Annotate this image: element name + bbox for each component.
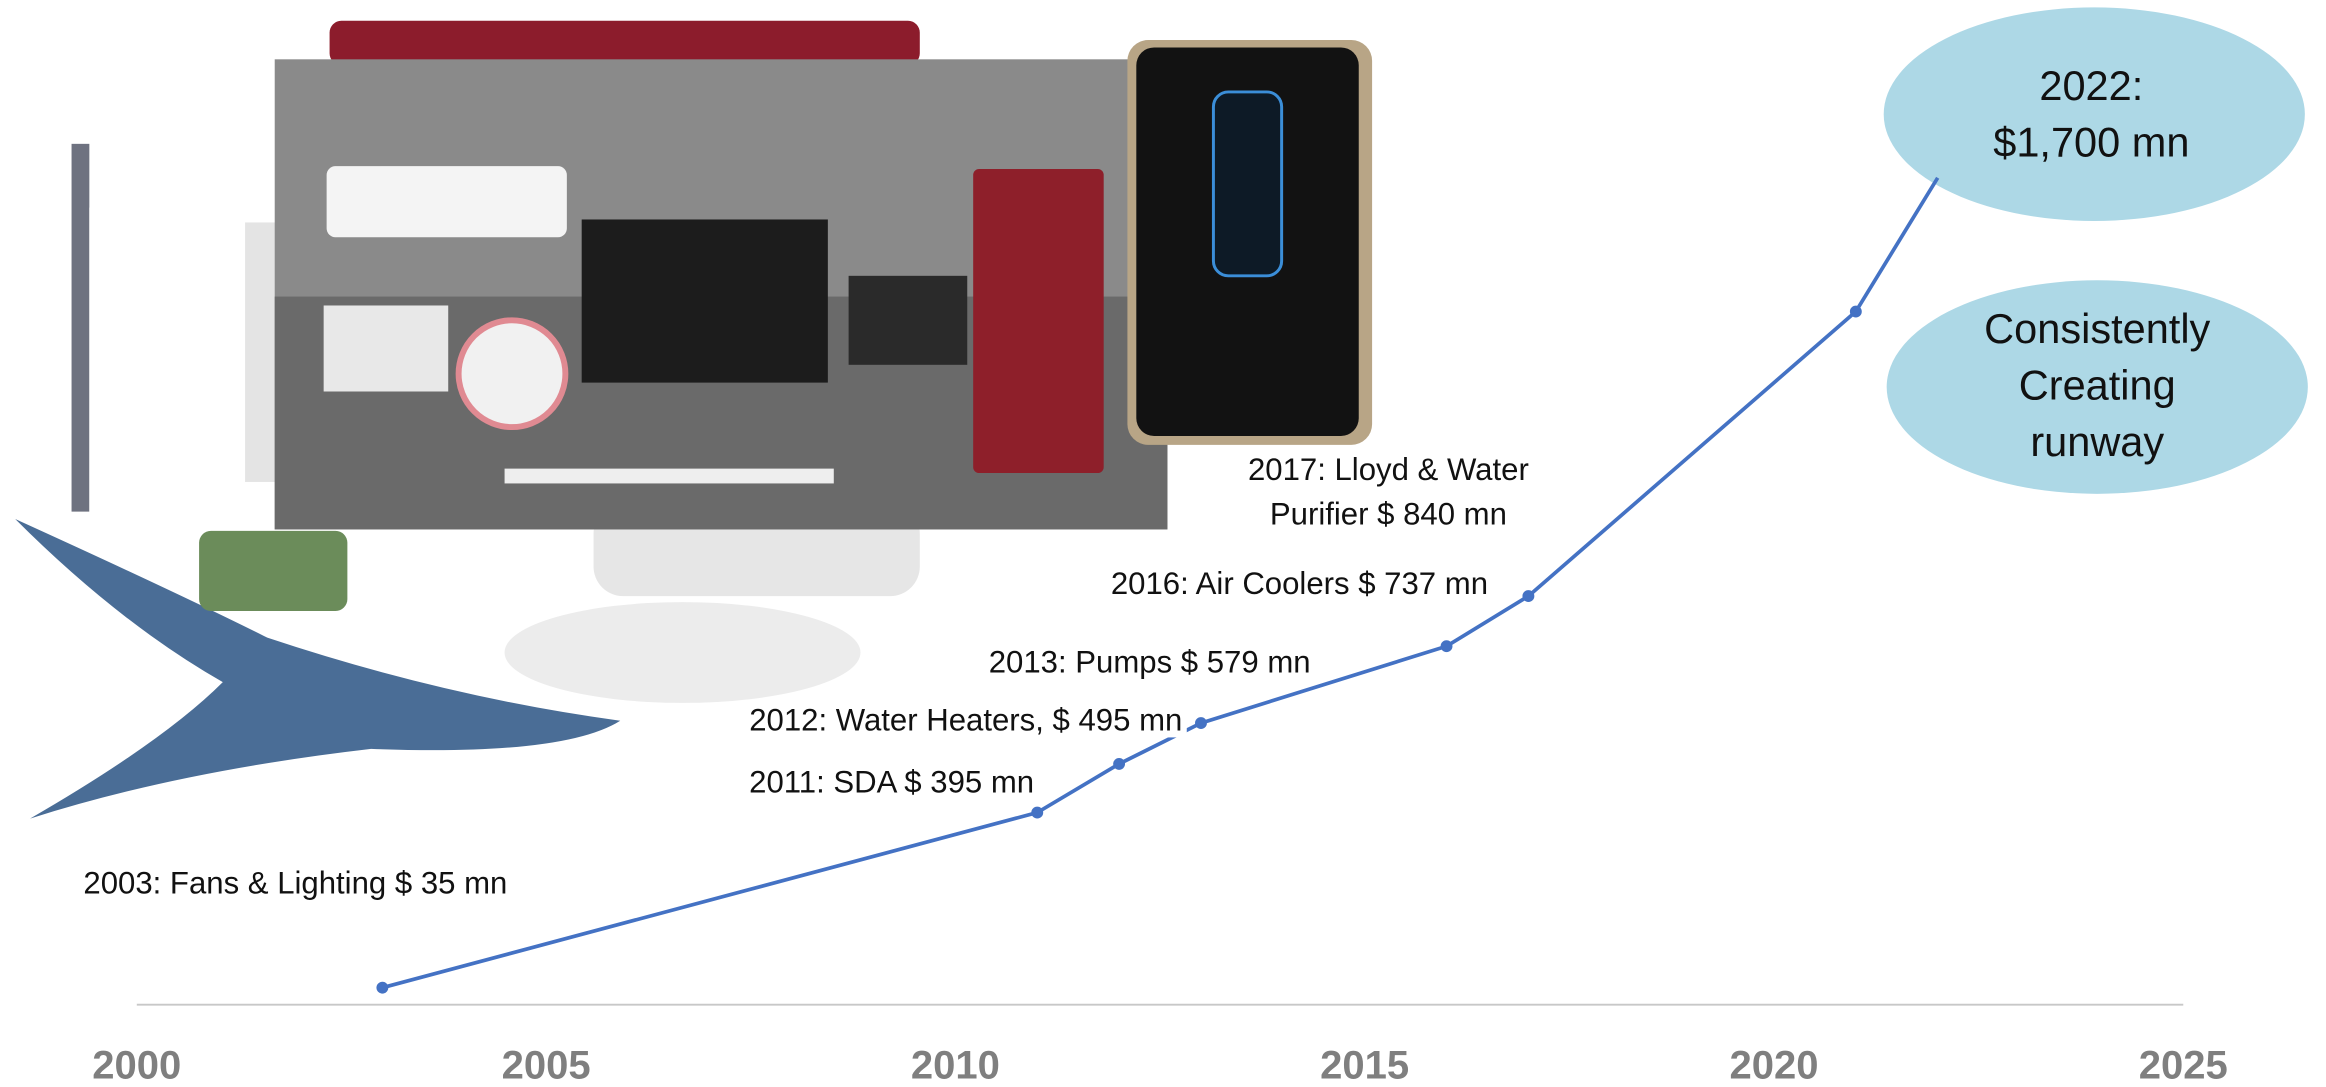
annotation: 2022: — [2039, 62, 2143, 109]
annotation: 2003: Fans & Lighting $ 35 mn — [83, 866, 507, 901]
photo-db — [324, 305, 449, 391]
annotation: 2016: Air Coolers $ 737 mn — [1111, 566, 1488, 601]
x-tick-label: 2020 — [1729, 1043, 1818, 1087]
point — [1113, 758, 1125, 770]
photo-ac — [327, 166, 567, 237]
photo-cooler-top — [330, 21, 920, 65]
point — [1850, 306, 1862, 318]
x-tick-label: 2025 — [2139, 1043, 2228, 1087]
photo-oven — [849, 276, 968, 365]
chart: 2000 2005 2010 2015 2020 2025 2003: Fans & Lig… — [0, 0, 2326, 1087]
photo-fridge — [973, 169, 1103, 473]
x-tick-label: 2010 — [911, 1043, 1000, 1087]
annotation: 2011: SDA $ 395 mn — [749, 765, 1034, 800]
annotation: Purifier $ 840 mn — [1270, 496, 1507, 531]
x-tick-label: 2015 — [1320, 1043, 1409, 1087]
photo-purifier-panel — [1213, 92, 1281, 276]
point — [1522, 590, 1534, 602]
annotation: Consistently — [1984, 305, 2210, 352]
oval-2022 — [1884, 7, 2305, 221]
annotation: 2013: Pumps $ 579 mn — [989, 645, 1311, 680]
photo-heater — [459, 320, 566, 427]
annotation: 2012: Water Heaters, $ 495 mn — [749, 702, 1182, 737]
x-tick-label: 2005 — [502, 1043, 591, 1087]
photo-kettle — [199, 531, 347, 611]
annotation: 2017: Lloyd & Water — [1248, 452, 1529, 487]
annotation: runway — [2030, 418, 2164, 465]
photo-tubelight — [505, 469, 834, 484]
annotation: Creating — [2019, 362, 2176, 409]
photo-dish — [505, 602, 861, 703]
annotation: $1,700 mn — [1993, 118, 2189, 165]
point — [1195, 717, 1207, 729]
point — [376, 982, 388, 994]
photo-frame — [72, 144, 90, 512]
point — [1031, 807, 1043, 819]
photo-tv — [582, 219, 828, 382]
point — [1441, 640, 1453, 652]
x-tick-label: 2000 — [92, 1043, 181, 1087]
